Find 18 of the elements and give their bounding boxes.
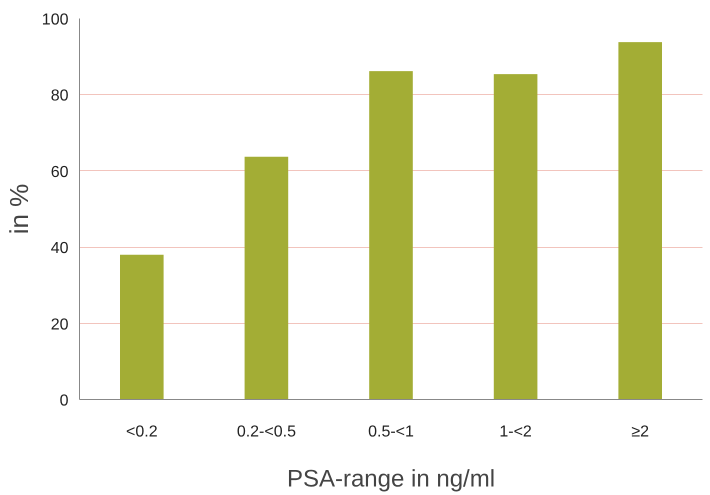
x-tick-label: ≥2	[631, 424, 650, 440]
bar	[244, 156, 288, 400]
y-tick-label: 60	[50, 164, 69, 181]
y-axis-title: in %	[4, 184, 34, 234]
bar	[369, 71, 413, 400]
x-tick-label: 1-<2	[499, 424, 532, 440]
y-tick-label: 100	[42, 12, 69, 28]
x-tick-label: <0.2	[126, 424, 158, 440]
x-tick-label: 0.2-<0.5	[236, 424, 296, 440]
y-tick-label: 0	[60, 392, 69, 410]
x-tick-label: 0.5-<1	[368, 424, 414, 440]
y-tick-label: 80	[50, 88, 69, 105]
bar	[494, 74, 538, 400]
y-tick-label: 20	[50, 316, 69, 334]
x-axis-title: PSA-range in ng/ml	[286, 466, 496, 492]
y-tick-label: 40	[50, 240, 69, 258]
bar	[618, 42, 662, 400]
bar	[120, 254, 164, 400]
